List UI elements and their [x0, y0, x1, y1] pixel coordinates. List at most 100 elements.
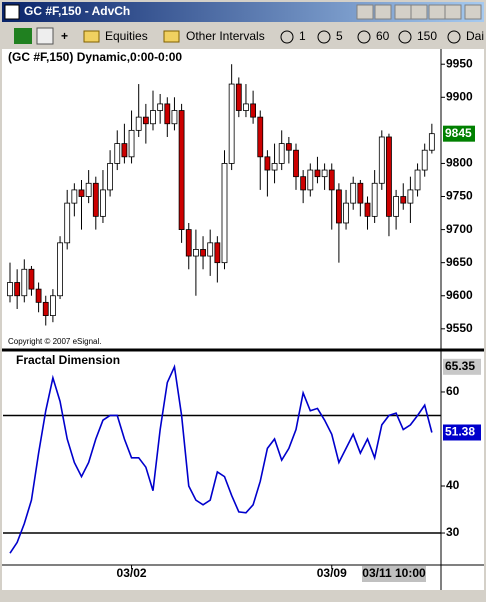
- candle-body: [300, 176, 307, 191]
- folder-icon: [163, 30, 180, 43]
- y-tick-label: 9700: [446, 222, 473, 236]
- candle-body: [157, 103, 164, 111]
- interval-icon: [317, 30, 331, 44]
- indicator-title: Fractal Dimension: [16, 353, 120, 367]
- candle-body: [200, 249, 206, 257]
- candle-body: [142, 116, 149, 125]
- y-tick-label: 9750: [446, 189, 473, 203]
- y-tick-label: 9900: [446, 89, 473, 103]
- indicator-line: [9, 364, 433, 554]
- candle-body: [393, 196, 400, 217]
- link-icon[interactable]: [14, 28, 32, 44]
- candle-body: [107, 163, 113, 191]
- candle-body: [21, 268, 28, 297]
- candle-body: [150, 110, 156, 125]
- candle-body: [228, 83, 235, 164]
- price-title: (GC #F,150) Dynamic,0:00-0:00: [8, 50, 182, 64]
- candle-body: [42, 301, 49, 316]
- candle-body: [285, 143, 292, 151]
- candle-body: [386, 136, 392, 217]
- candle-body: [71, 189, 78, 204]
- candle-body: [100, 189, 106, 217]
- candle-body: [378, 136, 385, 184]
- last-price-box: [443, 125, 475, 142]
- y-tick-label: 30: [446, 525, 460, 539]
- chart-area: [2, 49, 484, 590]
- candle-body: [400, 196, 407, 204]
- candle-body: [7, 282, 13, 297]
- candle-body: [221, 163, 228, 264]
- candle-body: [235, 83, 242, 111]
- candle-body: [57, 242, 63, 297]
- candle-body: [257, 116, 264, 158]
- candle-body: [271, 163, 278, 171]
- toolbar-button[interactable]: 150: [417, 29, 437, 43]
- last-price: 9845: [445, 126, 472, 140]
- max-box: [443, 358, 481, 375]
- toolbar-button[interactable]: 5: [336, 29, 343, 43]
- interval-icon: [398, 30, 412, 44]
- candle-body: [321, 169, 328, 178]
- toolbar-button[interactable]: 1: [299, 29, 306, 43]
- candle-body: [171, 110, 178, 125]
- toolbar-button[interactable]: Dai: [466, 29, 484, 43]
- candle-body: [64, 202, 71, 244]
- candle-body: [35, 288, 42, 303]
- candle-body: [78, 189, 85, 197]
- cursor-box: [362, 566, 426, 582]
- candle-body: [364, 202, 371, 217]
- toolbar-button[interactable]: Other Intervals: [186, 29, 265, 43]
- x-tick-label: 03/09: [317, 566, 347, 580]
- candle-body: [243, 103, 249, 111]
- folder-icon: [83, 30, 100, 43]
- candle-body: [407, 189, 414, 204]
- y-tick-label: 60: [446, 384, 460, 398]
- interval-icon: [357, 30, 371, 44]
- candle-body: [207, 242, 214, 257]
- candle-body: [14, 282, 21, 297]
- candle-body: [343, 202, 349, 224]
- y-tick-label: 9600: [446, 288, 473, 302]
- candle-body: [28, 268, 35, 290]
- y-tick-label: 9950: [446, 56, 473, 70]
- app-icon: [4, 4, 20, 20]
- candle-body: [214, 242, 221, 264]
- max-value: 65.35: [445, 359, 475, 373]
- last-value-box: [443, 424, 481, 441]
- copyright: Copyright © 2007 eSignal.: [8, 337, 102, 346]
- y-tick-label: 9800: [446, 156, 473, 170]
- window-title: GC #F,150 - AdvCh: [24, 4, 130, 18]
- toolbar: +: [14, 27, 180, 45]
- props-icon[interactable]: [36, 27, 54, 45]
- candle-body: [114, 143, 121, 164]
- cursor-label: 03/11 10:00: [362, 566, 426, 580]
- candle-body: [428, 133, 435, 151]
- window-buttons[interactable]: [356, 4, 482, 20]
- interval-icon: [280, 30, 294, 44]
- candle-body: [328, 169, 335, 191]
- candle-body: [314, 169, 321, 178]
- toolbar-button[interactable]: Equities: [105, 29, 148, 43]
- candle-body: [250, 103, 257, 118]
- toolbar-button[interactable]: 60: [376, 29, 390, 43]
- add-icon[interactable]: +: [61, 29, 68, 43]
- y-tick-label: 9550: [446, 321, 473, 335]
- candle-body: [264, 156, 271, 171]
- candle-body: [135, 116, 142, 131]
- y-tick-label: 9650: [446, 255, 473, 269]
- candle-body: [128, 129, 135, 158]
- candle-body: [421, 149, 428, 171]
- candle-body: [164, 103, 171, 125]
- candle-body: [178, 110, 185, 230]
- candle-body: [293, 149, 299, 178]
- candle-body: [350, 182, 357, 204]
- candle-body: [85, 182, 92, 197]
- candle-body: [185, 229, 192, 257]
- candle-body: [50, 295, 56, 316]
- candle-body: [335, 189, 342, 224]
- candle-body: [414, 169, 421, 191]
- candle-body: [121, 143, 128, 158]
- candle-body: [192, 249, 199, 257]
- y-tick-label: 40: [446, 478, 460, 492]
